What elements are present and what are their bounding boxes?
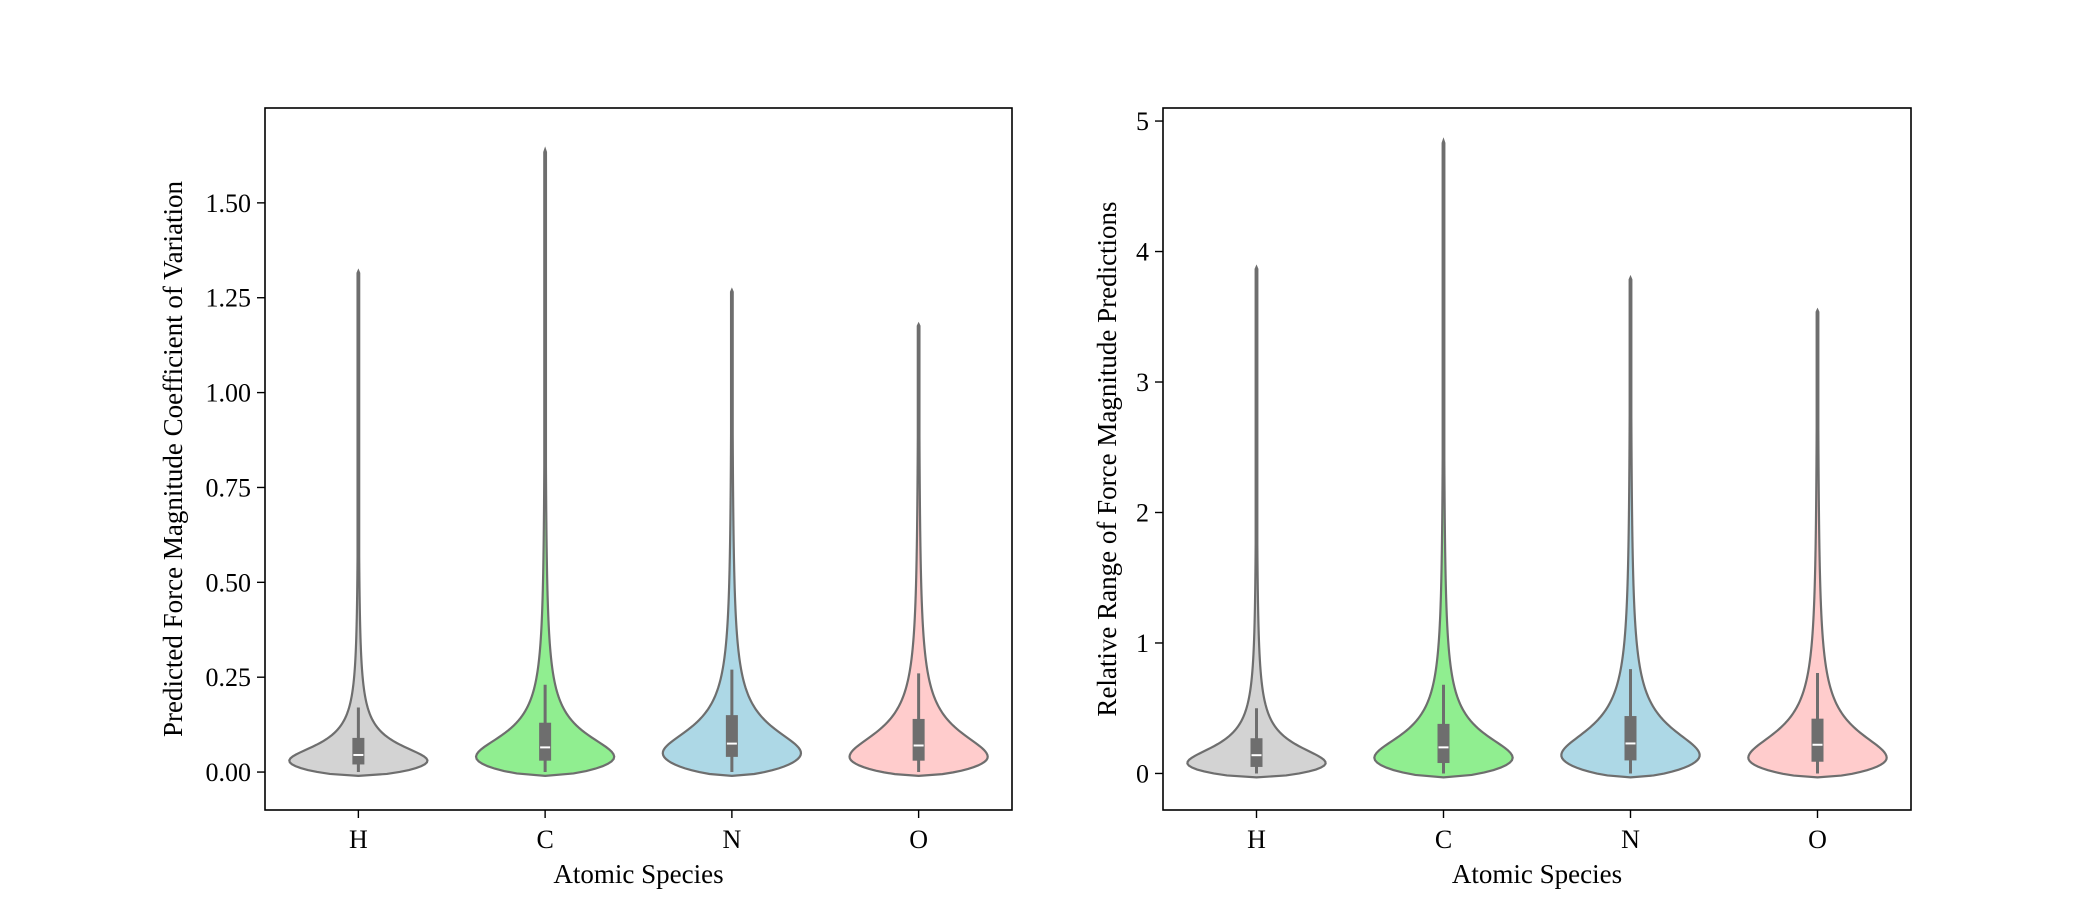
right-xtick-label-N: N [1621,825,1640,854]
right-iqr-box-C [1437,723,1450,764]
left-ticks: 0.00 0.25 0.50 0.75 1.00 1.25 1.50 H C N O [206,189,929,854]
left-panel: 0.00 0.25 0.50 0.75 1.00 1.25 1.50 H C N O Atomic … [158,107,1013,889]
right-iqr-box-O [1811,718,1824,762]
left-iqr-box-H [352,737,365,765]
right-xtick-label-C: C [1435,825,1452,854]
left-y-axis-label: Predicted Force Magnitude Coefficient of… [158,180,188,737]
right-y-axis-label: Relative Range of Force Magnitude Predic… [1092,201,1122,716]
left-violin-C [474,146,616,777]
right-violins [1186,137,1888,779]
left-violins [288,146,989,777]
right-violin-C [1373,137,1514,779]
left-xtick-label-C: C [536,825,553,854]
left-ytick-label: 0.00 [206,758,252,787]
right-iqr-box-H [1250,738,1263,767]
left-xtick-label-H: H [349,825,368,854]
right-ytick-label: 3 [1136,368,1149,397]
left-iqr-box-C [539,722,552,761]
right-ytick-label: 0 [1136,759,1149,788]
left-ytick-label: 0.25 [206,663,252,692]
right-violin-O [1747,307,1888,779]
left-violin-O [848,321,989,777]
left-ytick-label: 0.50 [206,568,252,597]
right-ytick-label: 1 [1136,629,1149,658]
left-x-axis-label: Atomic Species [553,859,723,889]
right-xtick-label-H: H [1247,825,1266,854]
right-ytick-label: 5 [1136,107,1149,136]
left-ytick-label: 1.50 [206,189,252,218]
right-xtick-label-O: O [1808,825,1827,854]
left-ytick-label: 1.25 [206,284,252,313]
left-xtick-label-O: O [909,825,928,854]
left-iqr-box-O [912,718,925,761]
right-ytick-label: 4 [1136,238,1149,267]
left-xtick-label-N: N [722,825,741,854]
left-ytick-label: 1.00 [206,379,252,408]
right-plot-frame [1162,107,1912,811]
left-violin-N [661,287,803,777]
right-violin-N [1560,274,1701,779]
right-iqr-box-N [1624,716,1637,761]
right-violin-H [1186,264,1327,779]
right-panel: 0 1 2 3 4 5 H C N O Atomic Species Relative Range… [1092,107,1912,889]
left-violin-H [288,268,429,777]
left-iqr-box-N [725,715,738,757]
right-ytick-label: 2 [1136,498,1149,527]
left-ytick-label: 0.75 [206,473,252,502]
right-x-axis-label: Atomic Species [1452,859,1622,889]
left-plot-frame [264,107,1013,811]
right-ticks: 0 1 2 3 4 5 H C N O [1136,107,1827,854]
